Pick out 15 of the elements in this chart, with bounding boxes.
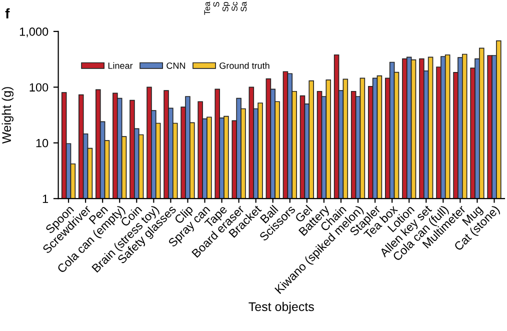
text: Sp: [222, 2, 230, 12]
y-tick-label: 10: [36, 138, 48, 148]
x-axis-title: Test objects: [248, 302, 314, 314]
legend-label: Linear: [108, 62, 133, 69]
text: Sc: [232, 2, 238, 11]
text: S: [213, 2, 220, 7]
y-tick-label: 1: [42, 194, 48, 203]
legend-label: Ground truth: [220, 62, 270, 69]
legend-label: CNN: [166, 62, 186, 69]
text: Tea: [204, 2, 210, 15]
y-tick-label: 100: [30, 83, 48, 92]
y-tick-label: 1,000: [20, 27, 48, 38]
text: f: [5, 8, 10, 18]
text: Sa: [240, 2, 247, 12]
y-axis-title: Weight (g): [2, 87, 14, 144]
